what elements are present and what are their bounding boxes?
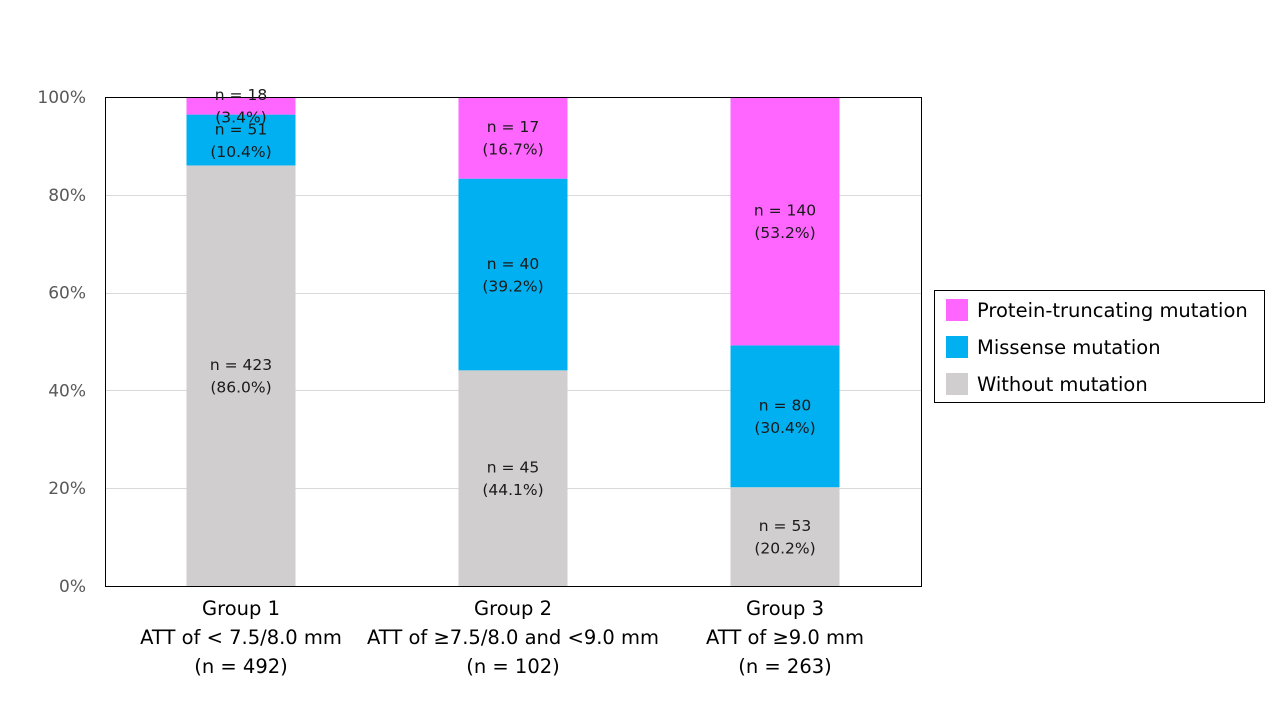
bar-segment (730, 97, 840, 346)
data-label: (3.4%) (215, 109, 266, 127)
data-label: (30.4%) (754, 419, 815, 437)
bars (186, 97, 840, 586)
y-tick-label: 80% (48, 186, 86, 206)
data-label: (53.2%) (754, 224, 815, 242)
y-tick-label: 60% (48, 284, 86, 304)
bar-segment (186, 97, 296, 115)
bar-segment (458, 370, 568, 586)
data-label: n = 51 (215, 120, 267, 138)
legend-swatch (946, 373, 968, 395)
x-axis-categories: Group 1 ATT of < 7.5/8.0 mm (n = 492) Group… (140, 597, 864, 678)
category-label: ATT of ≥9.0 mm (706, 626, 864, 649)
data-label: (44.1%) (482, 481, 543, 499)
data-label: (16.7%) (482, 141, 543, 159)
legend-swatch (946, 299, 968, 321)
category-label: ATT of ≥7.5/8.0 and <9.0 mm (367, 626, 659, 649)
category-label: Group 2 (474, 597, 552, 620)
plot-frame (105, 97, 922, 587)
data-label: (39.2%) (482, 277, 543, 295)
data-label: n = 53 (759, 517, 811, 535)
bar-segment (458, 178, 568, 371)
category-label: (n = 492) (194, 655, 288, 678)
legend-label: Without mutation (977, 373, 1148, 396)
category-label: ATT of < 7.5/8.0 mm (140, 626, 342, 649)
y-axis-ticks: 0% 20% 40% 60% 80% 100% (37, 88, 86, 597)
legend-swatch (946, 336, 968, 358)
y-tick-label: 100% (37, 88, 86, 108)
data-label: n = 45 (487, 458, 539, 476)
bar-segment (186, 165, 296, 586)
legend: Protein-truncating mutation Missense muta… (934, 290, 1265, 403)
category-label: (n = 102) (466, 655, 560, 678)
y-tick-label: 40% (48, 381, 86, 401)
data-label: n = 80 (759, 397, 811, 415)
data-label: n = 140 (754, 201, 816, 219)
y-tick-label: 20% (48, 479, 86, 499)
y-tick-label: 0% (59, 577, 86, 597)
category-label: Group 3 (746, 597, 824, 620)
bar-segment (186, 114, 296, 166)
data-label: n = 423 (210, 356, 272, 374)
category-label: Group 1 (202, 597, 280, 620)
bar-segment (730, 345, 840, 488)
category-label: (n = 263) (738, 655, 832, 678)
data-label: (10.4%) (210, 143, 271, 161)
legend-frame (934, 290, 1265, 403)
data-labels: n = 423 (86.0%) n = 51 (10.4%) n = 18 (3.4%) n… (210, 86, 816, 557)
data-label: n = 18 (215, 86, 267, 104)
bar-segment (458, 97, 568, 179)
bar-segment (730, 487, 840, 586)
legend-label: Missense mutation (977, 336, 1161, 359)
data-label: (86.0%) (210, 378, 271, 396)
data-label: (20.2%) (754, 539, 815, 557)
data-label: n = 40 (487, 255, 539, 273)
legend-label: Protein-truncating mutation (977, 299, 1248, 322)
data-label: n = 17 (487, 118, 539, 136)
